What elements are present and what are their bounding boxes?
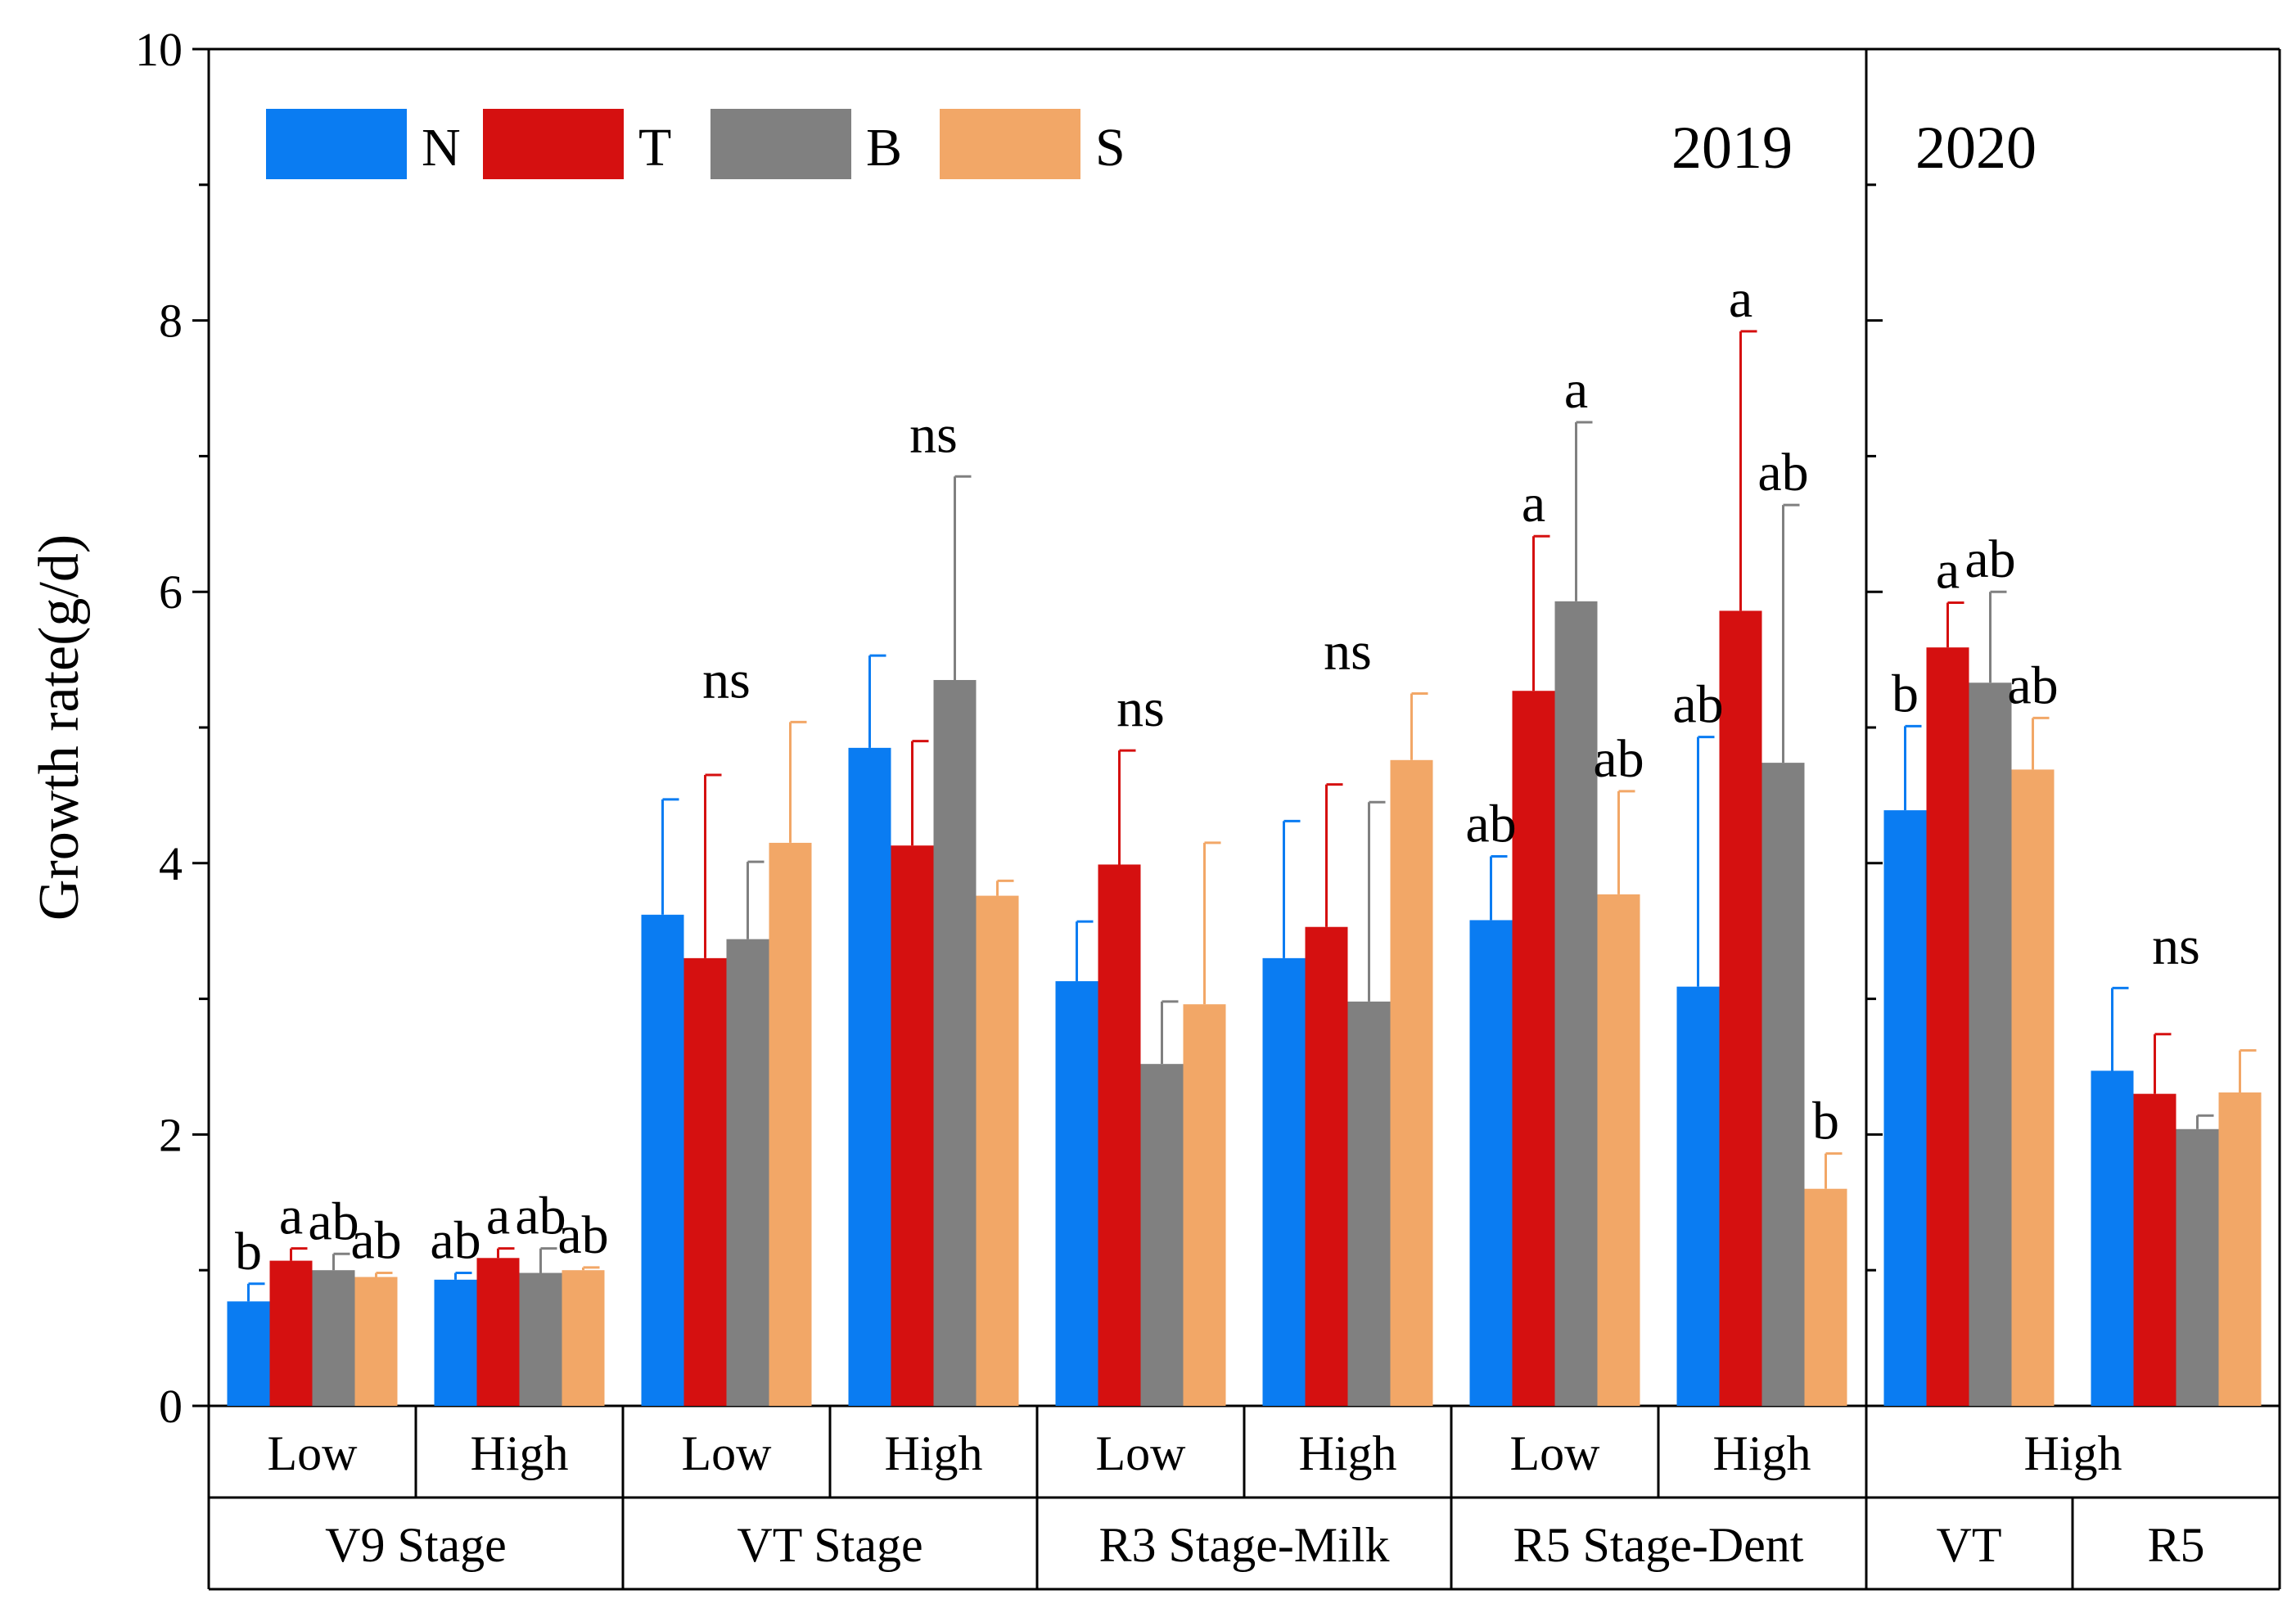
density-label: High [471, 1426, 569, 1480]
significance-letter: ab [557, 1205, 608, 1265]
bar [848, 747, 891, 1406]
stage-label: R5 Stage-Dent [1513, 1518, 1804, 1572]
bar [1512, 691, 1555, 1406]
bar [1761, 763, 1805, 1406]
legend-swatch-n [266, 109, 407, 179]
density-label: Low [682, 1426, 773, 1480]
significance-letter: a [279, 1187, 303, 1246]
significance-letter: b [235, 1222, 262, 1281]
panel-label-2020: 2020 [1915, 115, 2037, 182]
bar [683, 957, 727, 1406]
density-label: Low [268, 1426, 359, 1480]
legend-swatch-s [940, 109, 1080, 179]
density-label: Low [1096, 1426, 1187, 1480]
legend-label-b: B [866, 118, 902, 178]
bar [1262, 957, 1306, 1406]
significance-letter: ab [2007, 655, 2058, 715]
significance-letter: ns [702, 650, 751, 709]
significance-letter: a [1564, 360, 1588, 420]
bar [1390, 759, 1433, 1406]
significance-letter: ab [1593, 729, 1644, 789]
stage-label: VT [1937, 1518, 2002, 1572]
bar [312, 1270, 355, 1406]
y-tick-label: 6 [159, 565, 183, 619]
significance-letter: ab [308, 1191, 359, 1251]
legend-label-t: T [638, 118, 671, 178]
significance-letter: ab [1672, 675, 1723, 735]
bar [434, 1279, 477, 1406]
y-tick-label: 0 [159, 1380, 183, 1433]
bar [891, 845, 934, 1406]
y-tick-label: 8 [159, 295, 183, 348]
bar [1597, 894, 1640, 1406]
significance-letter: a [1522, 474, 1545, 534]
bar [354, 1277, 398, 1406]
significance-letter: ab [430, 1211, 480, 1271]
bar [2176, 1128, 2219, 1406]
bar [2218, 1092, 2262, 1406]
bar [1676, 986, 1720, 1406]
significance-letter: a [486, 1187, 510, 1246]
bar [1140, 1064, 1184, 1406]
bar [1969, 682, 2012, 1406]
panel-label-2019: 2019 [1671, 115, 1793, 182]
significance-letter: ns [909, 404, 958, 464]
significance-letter: b [1892, 664, 1919, 723]
density-label: High [2024, 1426, 2122, 1480]
density-label: High [1299, 1426, 1397, 1480]
bar [1804, 1188, 1847, 1406]
y-axis-label: Growth rate(g/d) [28, 534, 91, 921]
bar [519, 1272, 562, 1406]
stage-label: R3 Stage-Milk [1099, 1518, 1390, 1572]
bar [1554, 601, 1598, 1406]
density-label: High [1713, 1426, 1811, 1480]
significance-letter: b [1812, 1092, 1839, 1151]
stage-label: V9 Stage [325, 1518, 507, 1572]
significance-letter: ab [1465, 795, 1516, 854]
stage-label: R5 [2147, 1518, 2204, 1572]
significance-letter: ab [1757, 443, 1808, 502]
significance-letter: ns [2152, 916, 2200, 975]
legend-swatch-b [710, 109, 851, 179]
bar [1719, 610, 1762, 1406]
stage-label: VT Stage [737, 1518, 922, 1572]
bar [1055, 981, 1098, 1406]
bar [476, 1258, 520, 1406]
bar [1469, 920, 1513, 1406]
bar [269, 1260, 313, 1406]
bar [1305, 926, 1348, 1406]
significance-letter: a [1936, 540, 1960, 600]
y-tick-label: 10 [135, 23, 183, 76]
bar [641, 914, 684, 1406]
density-label: High [885, 1426, 983, 1480]
bar [1883, 810, 1927, 1406]
significance-letter: ab [515, 1187, 566, 1246]
y-tick-label: 2 [159, 1108, 183, 1161]
legend-swatch-t [483, 109, 624, 179]
bar [562, 1270, 605, 1406]
y-tick-label: 4 [159, 837, 183, 890]
legend-label-n: N [422, 118, 461, 178]
bar [1926, 647, 1969, 1406]
bar [2091, 1070, 2134, 1406]
density-label: Low [1510, 1426, 1601, 1480]
bar [1098, 864, 1141, 1406]
significance-letter: ns [1324, 622, 1372, 682]
bar [2133, 1093, 2176, 1406]
bar [227, 1301, 270, 1406]
bar [769, 842, 812, 1406]
bar [1347, 1001, 1391, 1406]
bar [726, 939, 769, 1406]
significance-letter: a [1729, 269, 1752, 329]
bar [1183, 1004, 1226, 1406]
significance-letter: ns [1116, 678, 1165, 738]
significance-letter: ab [350, 1211, 401, 1271]
legend-label-s: S [1095, 118, 1125, 178]
significance-letter: ab [1964, 529, 2015, 589]
bar [2011, 769, 2055, 1406]
bar [933, 679, 977, 1406]
bar [976, 895, 1019, 1406]
